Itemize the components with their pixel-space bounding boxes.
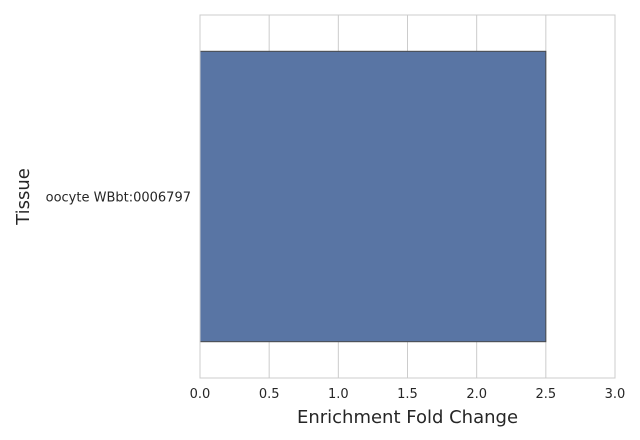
plot-frame [199, 14, 616, 379]
x-tick-label: 1.0 [328, 387, 349, 402]
x-tick-label: 2.0 [466, 387, 487, 402]
x-tick-label: 2.5 [535, 387, 556, 402]
y-axis-title: Tissue [13, 168, 34, 226]
y-tick-labels: oocyte WBbt:0006797 [46, 191, 191, 206]
bars [199, 50, 547, 343]
x-tick-label: 1.5 [397, 387, 418, 402]
x-tick-labels: 0.0 0.5 1.0 1.5 2.0 2.5 3.0 [190, 387, 626, 402]
x-axis-title: Enrichment Fold Change [297, 407, 518, 428]
x-tick-label: 0.0 [190, 387, 211, 402]
y-tick-label: oocyte WBbt:0006797 [46, 191, 191, 206]
bar [199, 50, 547, 343]
x-tick-label: 0.5 [259, 387, 280, 402]
x-tick-label: 3.0 [605, 387, 626, 402]
